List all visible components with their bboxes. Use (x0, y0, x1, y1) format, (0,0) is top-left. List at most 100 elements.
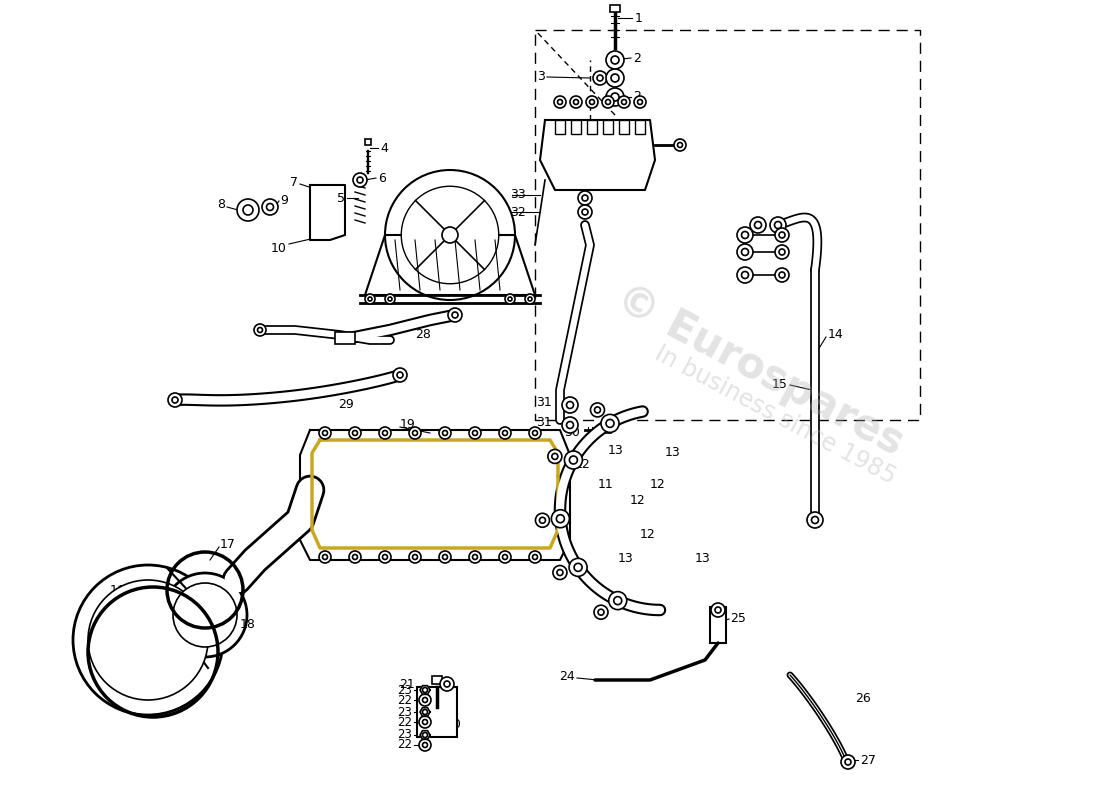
Circle shape (266, 203, 274, 210)
Circle shape (606, 51, 624, 69)
Circle shape (352, 554, 358, 559)
Text: 12: 12 (575, 458, 591, 471)
Circle shape (737, 267, 754, 283)
Text: 19: 19 (400, 418, 416, 431)
Circle shape (776, 228, 789, 242)
Circle shape (593, 71, 607, 85)
Circle shape (422, 698, 428, 702)
Circle shape (598, 609, 604, 615)
Circle shape (422, 719, 428, 725)
Circle shape (539, 518, 546, 523)
Circle shape (439, 551, 451, 563)
Circle shape (383, 554, 387, 559)
Bar (710, 607, 726, 643)
Circle shape (614, 597, 622, 605)
Polygon shape (310, 185, 345, 240)
Circle shape (606, 69, 624, 87)
Circle shape (352, 430, 358, 435)
Text: 13: 13 (556, 474, 571, 486)
Circle shape (741, 249, 748, 255)
Circle shape (564, 451, 582, 469)
Circle shape (602, 96, 614, 108)
Circle shape (569, 558, 587, 576)
Text: 8: 8 (217, 198, 226, 211)
Circle shape (508, 297, 512, 301)
Circle shape (499, 427, 512, 439)
Circle shape (422, 733, 428, 738)
Circle shape (610, 93, 619, 101)
Circle shape (349, 551, 361, 563)
Circle shape (383, 430, 387, 435)
Polygon shape (420, 708, 430, 716)
Bar (587, 120, 597, 134)
Circle shape (73, 565, 223, 715)
Circle shape (163, 573, 248, 657)
Text: 17: 17 (220, 538, 235, 551)
Circle shape (473, 554, 477, 559)
Circle shape (558, 99, 562, 105)
Circle shape (741, 271, 748, 278)
Circle shape (319, 551, 331, 563)
Text: 22: 22 (397, 715, 412, 729)
Circle shape (349, 427, 361, 439)
Bar (635, 120, 645, 134)
Circle shape (353, 173, 367, 187)
Circle shape (422, 687, 428, 693)
Circle shape (591, 403, 605, 417)
Circle shape (322, 554, 328, 559)
Circle shape (597, 75, 603, 81)
Circle shape (594, 407, 601, 413)
Circle shape (594, 605, 608, 619)
Circle shape (444, 681, 450, 687)
Text: 12: 12 (630, 494, 646, 506)
Circle shape (570, 96, 582, 108)
Text: 29: 29 (338, 398, 354, 411)
Circle shape (419, 739, 431, 751)
Text: 32: 32 (510, 206, 526, 218)
Circle shape (393, 368, 407, 382)
Text: 12: 12 (650, 478, 666, 491)
Bar (605, 427, 610, 433)
Circle shape (779, 272, 785, 278)
Circle shape (621, 99, 627, 105)
Circle shape (574, 563, 582, 571)
Text: 4: 4 (379, 142, 388, 154)
Circle shape (243, 205, 253, 215)
Circle shape (779, 232, 785, 238)
Text: 2: 2 (632, 90, 641, 103)
Circle shape (634, 96, 646, 108)
Circle shape (582, 209, 588, 215)
Text: 30: 30 (564, 426, 580, 438)
Text: 31: 31 (537, 395, 552, 409)
Text: 13: 13 (618, 551, 634, 565)
Text: 7: 7 (290, 175, 298, 189)
Circle shape (610, 74, 619, 82)
Circle shape (638, 99, 642, 105)
Bar (336, 332, 355, 344)
Circle shape (562, 397, 578, 413)
Bar (365, 139, 371, 145)
Polygon shape (167, 570, 208, 665)
Circle shape (715, 607, 720, 613)
Circle shape (554, 96, 566, 108)
Text: 15: 15 (772, 378, 788, 391)
Text: In business since 1985: In business since 1985 (650, 341, 900, 489)
Circle shape (578, 205, 592, 219)
Circle shape (88, 580, 208, 700)
Circle shape (503, 554, 507, 559)
Circle shape (503, 430, 507, 435)
Text: 23: 23 (397, 706, 412, 718)
Circle shape (365, 294, 375, 304)
Circle shape (469, 551, 481, 563)
Bar (619, 120, 629, 134)
Circle shape (440, 677, 454, 691)
Circle shape (845, 759, 851, 765)
Circle shape (557, 514, 564, 522)
Polygon shape (420, 686, 430, 694)
Circle shape (172, 397, 178, 403)
Circle shape (737, 244, 754, 260)
Text: 18: 18 (240, 618, 256, 631)
Circle shape (551, 510, 570, 528)
Circle shape (532, 430, 538, 435)
Circle shape (529, 427, 541, 439)
